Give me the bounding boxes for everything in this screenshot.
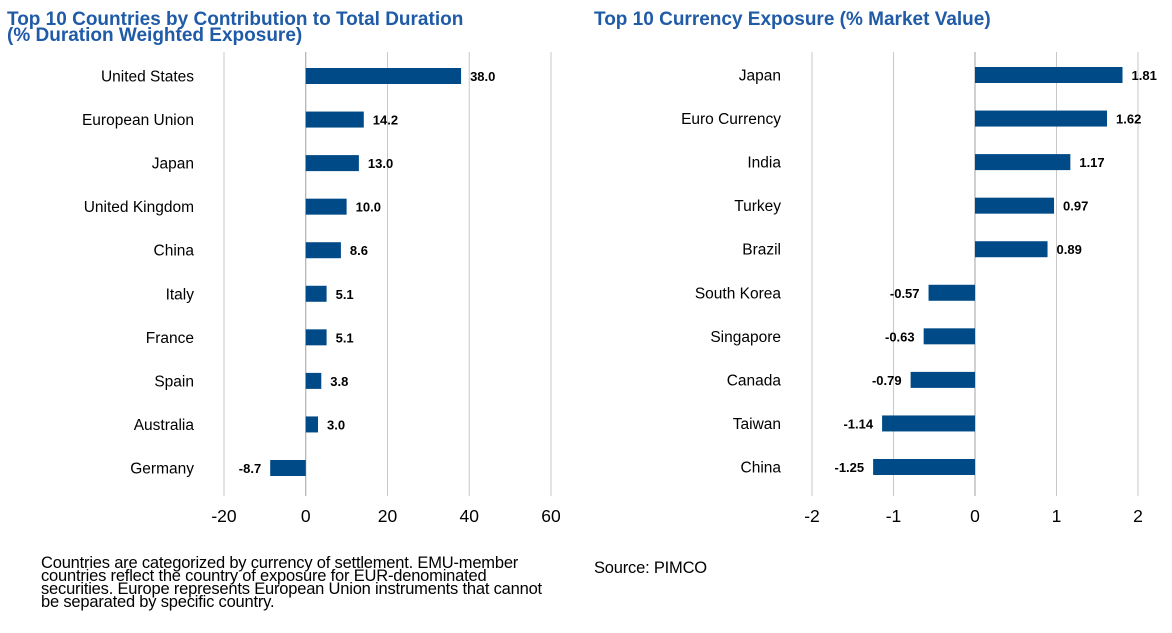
category-label-france: France [146,330,194,347]
category-label-european-union: European Union [82,112,194,129]
data-label-japan: 13.0 [368,156,393,171]
chart-title-currency: Top 10 Currency Exposure (% Market Value… [594,9,991,30]
data-label-brazil: 0.89 [1057,242,1082,257]
bar-united-kingdom [305,198,347,215]
x-tick-label: -2 [804,506,820,526]
category-label-singapore: Singapore [710,329,781,346]
x-tick-label: 0 [970,506,980,526]
data-label-taiwan: -1.14 [843,416,873,431]
data-label-united-states: 38.0 [470,69,495,84]
data-label-european-union: 14.2 [373,113,398,128]
x-tick-label: 20 [378,506,398,526]
category-label-spain: Spain [154,373,194,390]
bar-european-union [305,111,364,128]
currency-bar-chart: -2 -1 0 1 2 Japan 1.81 Euro Currency 1.62 India 1.… [681,52,1157,526]
x-tick-label: 2 [1133,506,1143,526]
data-label-italy: 5.1 [336,287,354,302]
data-label-south-korea: -0.57 [890,286,920,301]
data-label-france: 5.1 [336,330,354,345]
data-label-japan: 1.81 [1132,68,1157,83]
bar-germany [270,460,306,476]
bar-turkey [975,197,1055,214]
category-label-japan: Japan [739,68,781,85]
bar-china [873,459,975,475]
bar-south-korea [928,284,975,301]
bar-india [975,154,1071,171]
x-tick-label: -1 [886,506,902,526]
x-tick-label: 0 [301,506,311,526]
bar-france [305,329,327,346]
data-label-canada: -0.79 [872,373,902,388]
data-label-australia: 3.0 [327,417,345,432]
data-label-united-kingdom: 10.0 [356,200,381,215]
data-label-china: -1.25 [834,460,864,475]
duration-bar-chart: -20 0 20 40 60 United States 38.0 European Unio… [82,52,561,526]
bar-united-states [305,68,462,84]
x-tick-label: 1 [1052,506,1062,526]
category-label-taiwan: Taiwan [733,416,781,433]
bar-italy [305,285,327,302]
bar-brazil [975,241,1048,258]
data-label-germany: -8.7 [239,461,261,476]
x-tick-label: -20 [211,506,237,526]
data-label-euro-currency: 1.62 [1116,112,1141,127]
bar-spain [305,372,322,389]
x-tick-label: 60 [541,506,561,526]
category-label-china: China [741,460,782,477]
chart-title-duration: Top 10 Countries by Contribution to Tota… [7,9,464,46]
category-label-japan: Japan [152,156,194,173]
data-label-turkey: 0.97 [1063,199,1088,214]
category-label-australia: Australia [134,417,195,434]
bar-singapore [923,328,975,345]
category-label-united-kingdom: United Kingdom [84,199,194,216]
bar-australia [305,416,319,433]
bar-euro-currency [975,110,1108,127]
x-tick-label: 40 [460,506,480,526]
category-label-india: India [747,155,781,172]
data-label-china: 8.6 [350,243,368,258]
data-label-singapore: -0.63 [885,329,915,344]
source-note: Source: PIMCO [594,559,707,577]
category-label-south-korea: South Korea [695,285,782,302]
category-label-germany: Germany [130,461,194,478]
bar-japan [305,155,359,172]
category-label-italy: Italy [166,286,195,303]
bar-taiwan [882,415,975,432]
category-label-china: China [154,243,195,260]
category-label-euro-currency: Euro Currency [681,111,781,128]
footnote: Countries are categorized by currency of… [41,554,542,611]
category-label-canada: Canada [727,372,782,389]
category-label-brazil: Brazil [742,242,781,259]
category-label-united-states: United States [101,69,194,86]
category-label-turkey: Turkey [734,198,781,215]
data-label-spain: 3.8 [330,374,348,389]
data-label-india: 1.17 [1079,155,1104,170]
bar-japan [975,67,1123,83]
bar-canada [910,371,975,388]
bar-china [305,242,341,259]
